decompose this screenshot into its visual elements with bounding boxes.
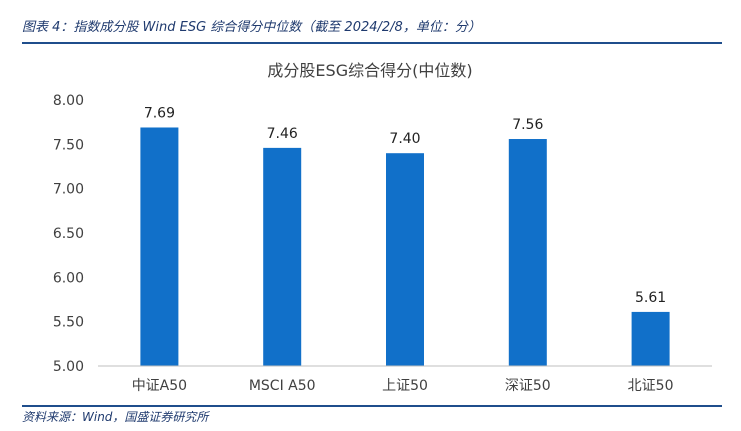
data-labels: 7.69 7.46 7.40 7.56 5.61 — [144, 105, 666, 305]
data-label: 5.61 — [635, 290, 666, 306]
bar — [263, 147, 302, 366]
source-divider — [22, 405, 722, 407]
bar — [386, 153, 424, 366]
bar — [631, 311, 670, 366]
x-axis-ticks: 中证A50 MSCI A50 上证50 深证50 北证50 — [132, 378, 674, 394]
data-label: 7.69 — [144, 105, 175, 121]
x-tick-label: 上证50 — [382, 378, 428, 394]
x-tick-label: 北证50 — [628, 378, 674, 394]
x-tick-label: 深证50 — [505, 378, 551, 394]
y-tick-label: 5.50 — [53, 315, 84, 331]
chart-title: 成分股ESG综合得分(中位数) — [267, 61, 472, 80]
y-tick-label: 7.00 — [53, 182, 84, 198]
data-label: 7.56 — [512, 117, 543, 133]
y-tick-label: 6.50 — [53, 226, 84, 242]
bars — [140, 127, 670, 366]
y-tick-label: 7.50 — [53, 137, 84, 153]
source-note: 资料来源：Wind，国盛证券研究所 — [22, 410, 209, 424]
y-tick-label: 5.00 — [53, 359, 84, 375]
bar — [140, 127, 179, 366]
bar — [508, 139, 547, 366]
y-axis-ticks: 5.00 5.50 6.00 6.50 7.00 7.50 8.00 — [53, 93, 84, 375]
data-label: 7.46 — [267, 126, 298, 142]
figure-caption: 图表 4：指数成分股 Wind ESG 综合得分中位数（截至 2024/2/8，… — [22, 20, 481, 35]
x-tick-label: 中证A50 — [132, 378, 187, 394]
data-label: 7.40 — [389, 131, 420, 147]
bar-chart: 成分股ESG综合得分(中位数) 5.00 5.50 6.00 6.50 7.00 7.50… — [53, 61, 712, 394]
caption-divider — [22, 42, 722, 44]
x-tick-label: MSCI A50 — [249, 378, 316, 394]
y-tick-label: 6.00 — [53, 270, 84, 286]
y-tick-label: 8.00 — [53, 93, 84, 109]
